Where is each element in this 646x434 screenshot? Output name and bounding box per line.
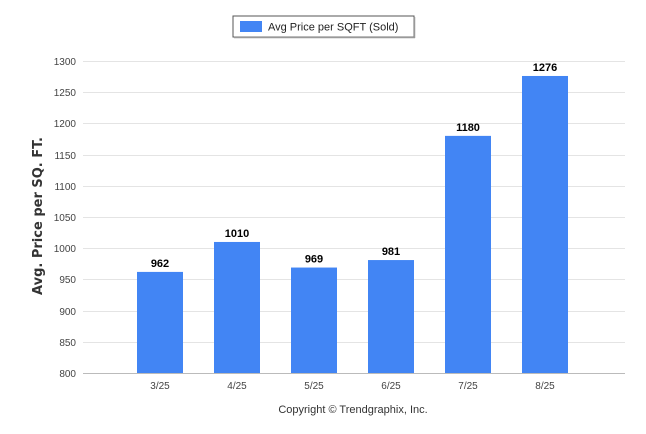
data-label: 969 — [305, 254, 323, 266]
x-tick-label: 4/25 — [227, 381, 247, 392]
y-axis-label: Avg. Price per SQ. FT. — [31, 137, 46, 295]
y-tick-label: 1200 — [54, 119, 77, 130]
y-tick-label: 1150 — [54, 151, 76, 162]
legend-label: Avg Price per SQFT (Sold) — [268, 22, 398, 34]
data-label: 1180 — [456, 122, 480, 134]
bar — [522, 75, 568, 373]
legend: Avg Price per SQFT (Sold) — [232, 15, 416, 39]
y-tick-label: 950 — [59, 275, 76, 286]
y-tick-label: 1050 — [54, 213, 77, 224]
data-label: 1276 — [533, 62, 557, 74]
x-tick-label: 8/25 — [535, 381, 555, 392]
bar — [214, 241, 260, 373]
y-tick-label: 1000 — [54, 244, 77, 255]
data-label: 981 — [382, 246, 400, 258]
bar — [291, 267, 337, 373]
y-tick-label: 800 — [59, 369, 76, 380]
data-label: 962 — [151, 258, 169, 270]
x-axis-ticks: 3/25 4/25 5/25 6/25 7/25 8/25 — [150, 381, 555, 392]
x-tick-label: 7/25 — [458, 381, 478, 392]
y-tick-label: 900 — [59, 307, 76, 318]
data-label: 1010 — [225, 228, 249, 240]
y-axis-ticks: 800 850 900 950 1000 1050 1100 1150 1200 1250 1300 — [54, 57, 77, 380]
x-tick-label: 3/25 — [150, 381, 170, 392]
bar — [137, 271, 183, 373]
copyright-text: Copyright © Trendgraphix, Inc. — [278, 404, 427, 416]
x-tick-label: 6/25 — [381, 381, 401, 392]
legend-swatch — [240, 21, 262, 32]
y-tick-label: 1300 — [54, 57, 77, 68]
x-tick-label: 5/25 — [304, 381, 324, 392]
y-tick-label: 1250 — [54, 88, 77, 99]
bars: 962 1010 969 981 1180 1276 — [137, 62, 568, 373]
y-tick-label: 850 — [59, 338, 76, 349]
y-tick-label: 1100 — [54, 182, 76, 193]
bar — [368, 260, 414, 373]
bar — [445, 135, 491, 373]
